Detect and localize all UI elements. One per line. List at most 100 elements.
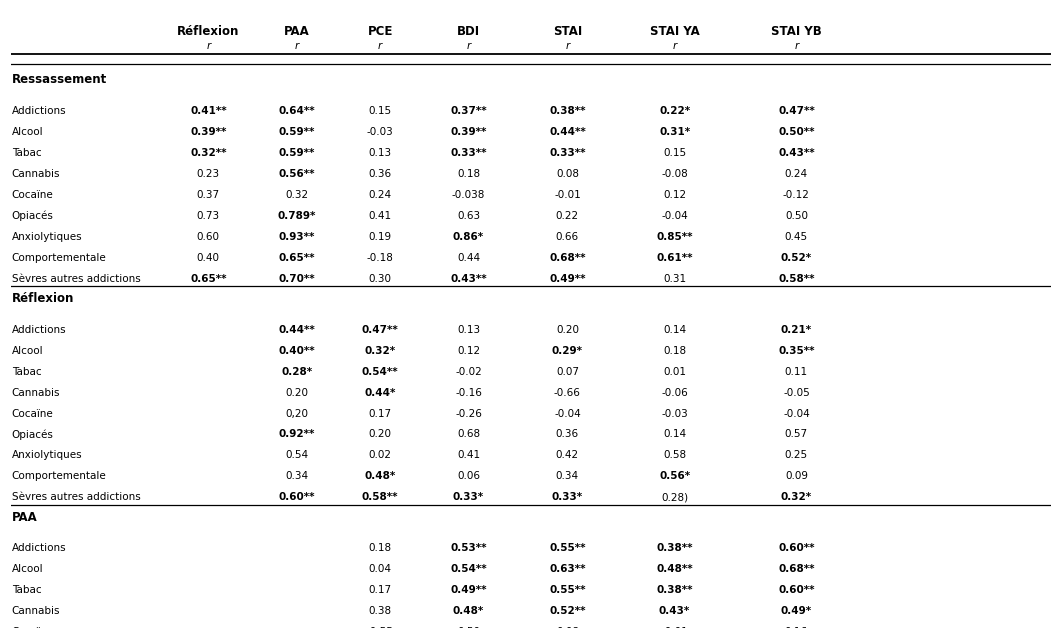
- Text: STAI YB: STAI YB: [771, 24, 822, 38]
- Text: 0.68**: 0.68**: [778, 565, 815, 575]
- Text: 0.19: 0.19: [369, 232, 392, 242]
- Text: 0.40: 0.40: [196, 252, 220, 263]
- Text: PAA: PAA: [284, 24, 310, 38]
- Text: 0.60**: 0.60**: [278, 492, 315, 502]
- Text: 0.60**: 0.60**: [778, 585, 815, 595]
- Text: 0.01: 0.01: [663, 367, 686, 377]
- Text: -0.03: -0.03: [662, 409, 688, 418]
- Text: Sèvres autres addictions: Sèvres autres addictions: [12, 274, 140, 284]
- Text: -0.08: -0.08: [662, 169, 688, 179]
- Text: 0.18: 0.18: [369, 543, 392, 553]
- Text: 0.58**: 0.58**: [362, 492, 398, 502]
- Text: 0.02: 0.02: [369, 450, 392, 460]
- Text: 0.39**: 0.39**: [450, 127, 486, 137]
- Text: 0.32: 0.32: [286, 190, 308, 200]
- Text: 0.24: 0.24: [785, 169, 808, 179]
- Text: 0.28): 0.28): [661, 492, 688, 502]
- Text: 0.63**: 0.63**: [549, 565, 585, 575]
- Text: 0.49**: 0.49**: [450, 585, 486, 595]
- Text: 0.53**: 0.53**: [450, 543, 486, 553]
- Text: 0.33**: 0.33**: [549, 148, 585, 158]
- Text: 0.30: 0.30: [369, 274, 392, 284]
- Text: 0.31*: 0.31*: [660, 127, 690, 137]
- Text: Sèvres autres addictions: Sèvres autres addictions: [12, 492, 140, 502]
- Text: Alcool: Alcool: [12, 346, 44, 355]
- Text: 0.66: 0.66: [555, 232, 579, 242]
- Text: 0.20: 0.20: [286, 387, 308, 398]
- Text: -0.01: -0.01: [662, 627, 688, 628]
- Text: 0.63: 0.63: [457, 211, 480, 221]
- Text: 0.25: 0.25: [785, 450, 808, 460]
- Text: 0.48**: 0.48**: [656, 565, 692, 575]
- Text: Addictions: Addictions: [12, 106, 66, 116]
- Text: 0.54: 0.54: [286, 450, 308, 460]
- Text: 0.07: 0.07: [555, 367, 579, 377]
- Text: -0.66: -0.66: [554, 387, 581, 398]
- Text: 0.49**: 0.49**: [549, 274, 585, 284]
- Text: Ressassement: Ressassement: [12, 73, 107, 86]
- Text: 0.47**: 0.47**: [778, 106, 815, 116]
- Text: -0.04: -0.04: [554, 409, 581, 418]
- Text: 0.38**: 0.38**: [549, 106, 585, 116]
- Text: 0.33*: 0.33*: [552, 492, 583, 502]
- Text: 0.58**: 0.58**: [778, 274, 815, 284]
- Text: r: r: [672, 41, 676, 51]
- Text: BDI: BDI: [457, 24, 480, 38]
- Text: 0.68**: 0.68**: [549, 252, 585, 263]
- Text: 0.60**: 0.60**: [778, 543, 815, 553]
- Text: 0.56*: 0.56*: [660, 471, 690, 481]
- Text: 0,20: 0,20: [286, 409, 308, 418]
- Text: 0.48*: 0.48*: [452, 606, 484, 616]
- Text: 0.18: 0.18: [457, 169, 480, 179]
- Text: Opiacés: Opiacés: [12, 210, 53, 221]
- Text: 0.20: 0.20: [369, 430, 392, 440]
- Text: -0.16: -0.16: [456, 387, 482, 398]
- Text: 0.41**: 0.41**: [190, 106, 226, 116]
- Text: 0.22: 0.22: [555, 211, 579, 221]
- Text: -0.03: -0.03: [366, 127, 393, 137]
- Text: 0.92**: 0.92**: [278, 430, 315, 440]
- Text: 0.18: 0.18: [663, 346, 686, 355]
- Text: r: r: [565, 41, 569, 51]
- Text: 0.20: 0.20: [555, 325, 579, 335]
- Text: 0.32**: 0.32**: [190, 148, 226, 158]
- Text: Alcool: Alcool: [12, 127, 44, 137]
- Text: 0.59**: 0.59**: [278, 127, 315, 137]
- Text: 0.29*: 0.29*: [552, 346, 583, 355]
- Text: 0.41: 0.41: [457, 450, 480, 460]
- Text: -0.05: -0.05: [783, 387, 809, 398]
- Text: 0.28*: 0.28*: [281, 367, 312, 377]
- Text: STAI: STAI: [553, 24, 582, 38]
- Text: 0.06: 0.06: [457, 471, 480, 481]
- Text: PAA: PAA: [12, 511, 37, 524]
- Text: -0.04: -0.04: [662, 211, 688, 221]
- Text: 0.52**: 0.52**: [549, 606, 585, 616]
- Text: -0.01: -0.01: [554, 190, 581, 200]
- Text: 0.86*: 0.86*: [453, 232, 484, 242]
- Text: Anxiolytiques: Anxiolytiques: [12, 232, 82, 242]
- Text: 0.14: 0.14: [663, 430, 686, 440]
- Text: 0.59**: 0.59**: [278, 148, 315, 158]
- Text: 0.54**: 0.54**: [362, 367, 398, 377]
- Text: 0.04: 0.04: [369, 565, 392, 575]
- Text: 0.24: 0.24: [369, 190, 392, 200]
- Text: 0.23: 0.23: [196, 169, 220, 179]
- Text: Tabac: Tabac: [12, 585, 41, 595]
- Text: 0.60: 0.60: [196, 232, 220, 242]
- Text: 0.11: 0.11: [785, 367, 808, 377]
- Text: 0.15: 0.15: [663, 148, 686, 158]
- Text: 0.61**: 0.61**: [656, 252, 692, 263]
- Text: 0.43**: 0.43**: [450, 274, 486, 284]
- Text: 0.08: 0.08: [555, 169, 579, 179]
- Text: 0.12: 0.12: [457, 346, 480, 355]
- Text: 0.47**: 0.47**: [362, 325, 398, 335]
- Text: 0.36: 0.36: [369, 169, 392, 179]
- Text: r: r: [206, 41, 210, 51]
- Text: 0.50: 0.50: [785, 211, 808, 221]
- Text: 0.56**: 0.56**: [278, 169, 315, 179]
- Text: Réflexion: Réflexion: [177, 24, 240, 38]
- Text: 0.17: 0.17: [369, 409, 392, 418]
- Text: 0.64**: 0.64**: [278, 106, 315, 116]
- Text: Tabac: Tabac: [12, 148, 41, 158]
- Text: 0.35**: 0.35**: [778, 346, 815, 355]
